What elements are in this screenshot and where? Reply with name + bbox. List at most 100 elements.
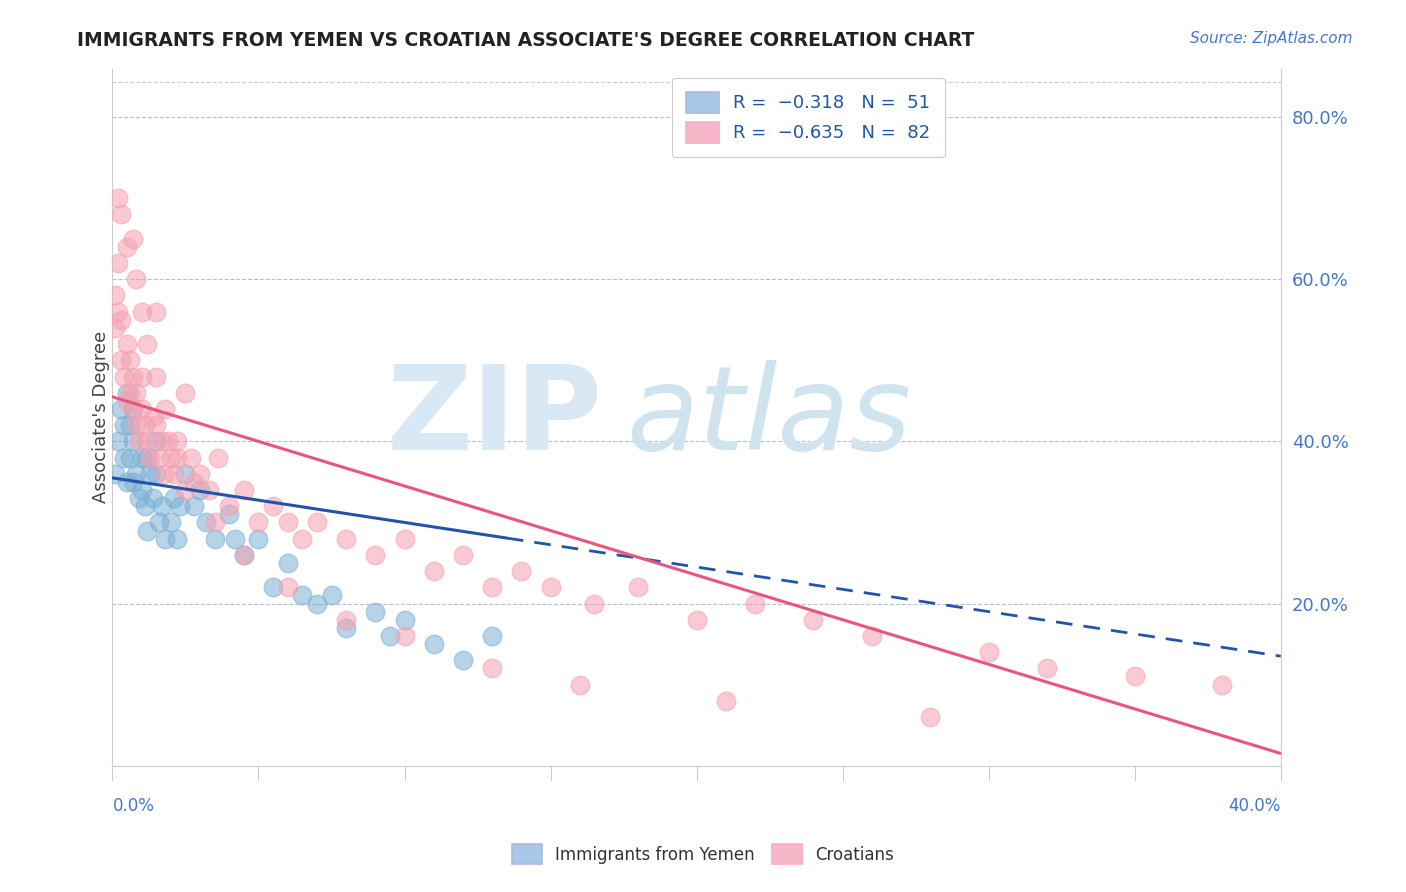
Point [142,491,165,505]
Point [131,450,153,465]
Text: 0.0%: 0.0% [112,797,155,815]
Point [115,475,138,489]
Point [115,393,138,408]
Point [291,532,314,546]
Point [1123,669,1146,683]
Point [118,450,141,465]
Point [118,418,141,433]
Point [169,500,191,514]
Point [207,450,229,465]
Point [107,256,129,270]
Point [232,548,254,562]
Point [112,418,135,433]
Point [104,321,127,335]
Point [122,232,145,246]
Point [1211,677,1233,691]
Point [153,467,176,481]
Point [107,191,129,205]
Point [277,580,299,594]
Y-axis label: Associate's Degree: Associate's Degree [93,331,110,503]
Point [131,401,153,416]
Point [125,467,148,481]
Point [335,613,357,627]
Point [510,564,533,578]
Point [188,467,211,481]
Point [131,369,153,384]
Point [131,304,153,318]
Point [232,483,254,497]
Point [218,500,240,514]
Legend: R =  −0.318   N =  51, R =  −0.635   N =  82: R = −0.318 N = 51, R = −0.635 N = 82 [672,78,945,157]
Point [174,483,197,497]
Point [112,369,135,384]
Point [145,418,167,433]
Point [262,580,284,594]
Point [153,401,176,416]
Point [148,450,170,465]
Point [180,450,202,465]
Point [194,516,217,530]
Point [364,605,387,619]
Point [174,467,197,481]
Point [125,418,148,433]
Point [335,621,357,635]
Point [122,401,145,416]
Point [451,653,474,667]
Point [277,556,299,570]
Point [163,491,186,505]
Point [394,629,416,643]
Point [204,532,226,546]
Point [122,369,145,384]
Point [744,597,766,611]
Point [134,500,156,514]
Text: atlas: atlas [627,360,911,474]
Point [188,483,211,497]
Legend: Immigrants from Yemen, Croatians: Immigrants from Yemen, Croatians [506,838,900,871]
Point [153,532,176,546]
Point [247,532,270,546]
Point [163,467,186,481]
Point [218,508,240,522]
Text: IMMIGRANTS FROM YEMEN VS CROATIAN ASSOCIATE'S DEGREE CORRELATION CHART: IMMIGRANTS FROM YEMEN VS CROATIAN ASSOCI… [77,31,974,50]
Point [394,613,416,627]
Point [104,288,127,302]
Point [118,385,141,400]
Point [291,589,314,603]
Point [150,500,173,514]
Point [198,483,221,497]
Point [166,450,188,465]
Point [118,353,141,368]
Point [394,532,416,546]
Point [134,418,156,433]
Point [803,613,825,627]
Point [160,450,183,465]
Point [422,637,444,651]
Point [305,516,328,530]
Text: 40.0%: 40.0% [1229,797,1281,815]
Point [224,532,246,546]
Text: Source: ZipAtlas.com: Source: ZipAtlas.com [1189,31,1353,46]
Point [166,532,188,546]
Point [378,629,401,643]
Point [1036,661,1059,675]
Point [364,548,387,562]
Point [148,516,170,530]
Point [145,434,167,449]
Point [145,369,167,384]
Point [110,401,132,416]
Point [145,304,167,318]
Point [568,677,591,691]
Point [321,589,343,603]
Point [156,434,179,449]
Text: ZIP: ZIP [387,359,603,475]
Point [136,434,159,449]
Point [128,434,150,449]
Point [174,385,197,400]
Point [136,337,159,351]
Point [977,645,1000,659]
Point [204,516,226,530]
Point [107,434,129,449]
Point [262,500,284,514]
Point [451,548,474,562]
Point [142,410,165,425]
